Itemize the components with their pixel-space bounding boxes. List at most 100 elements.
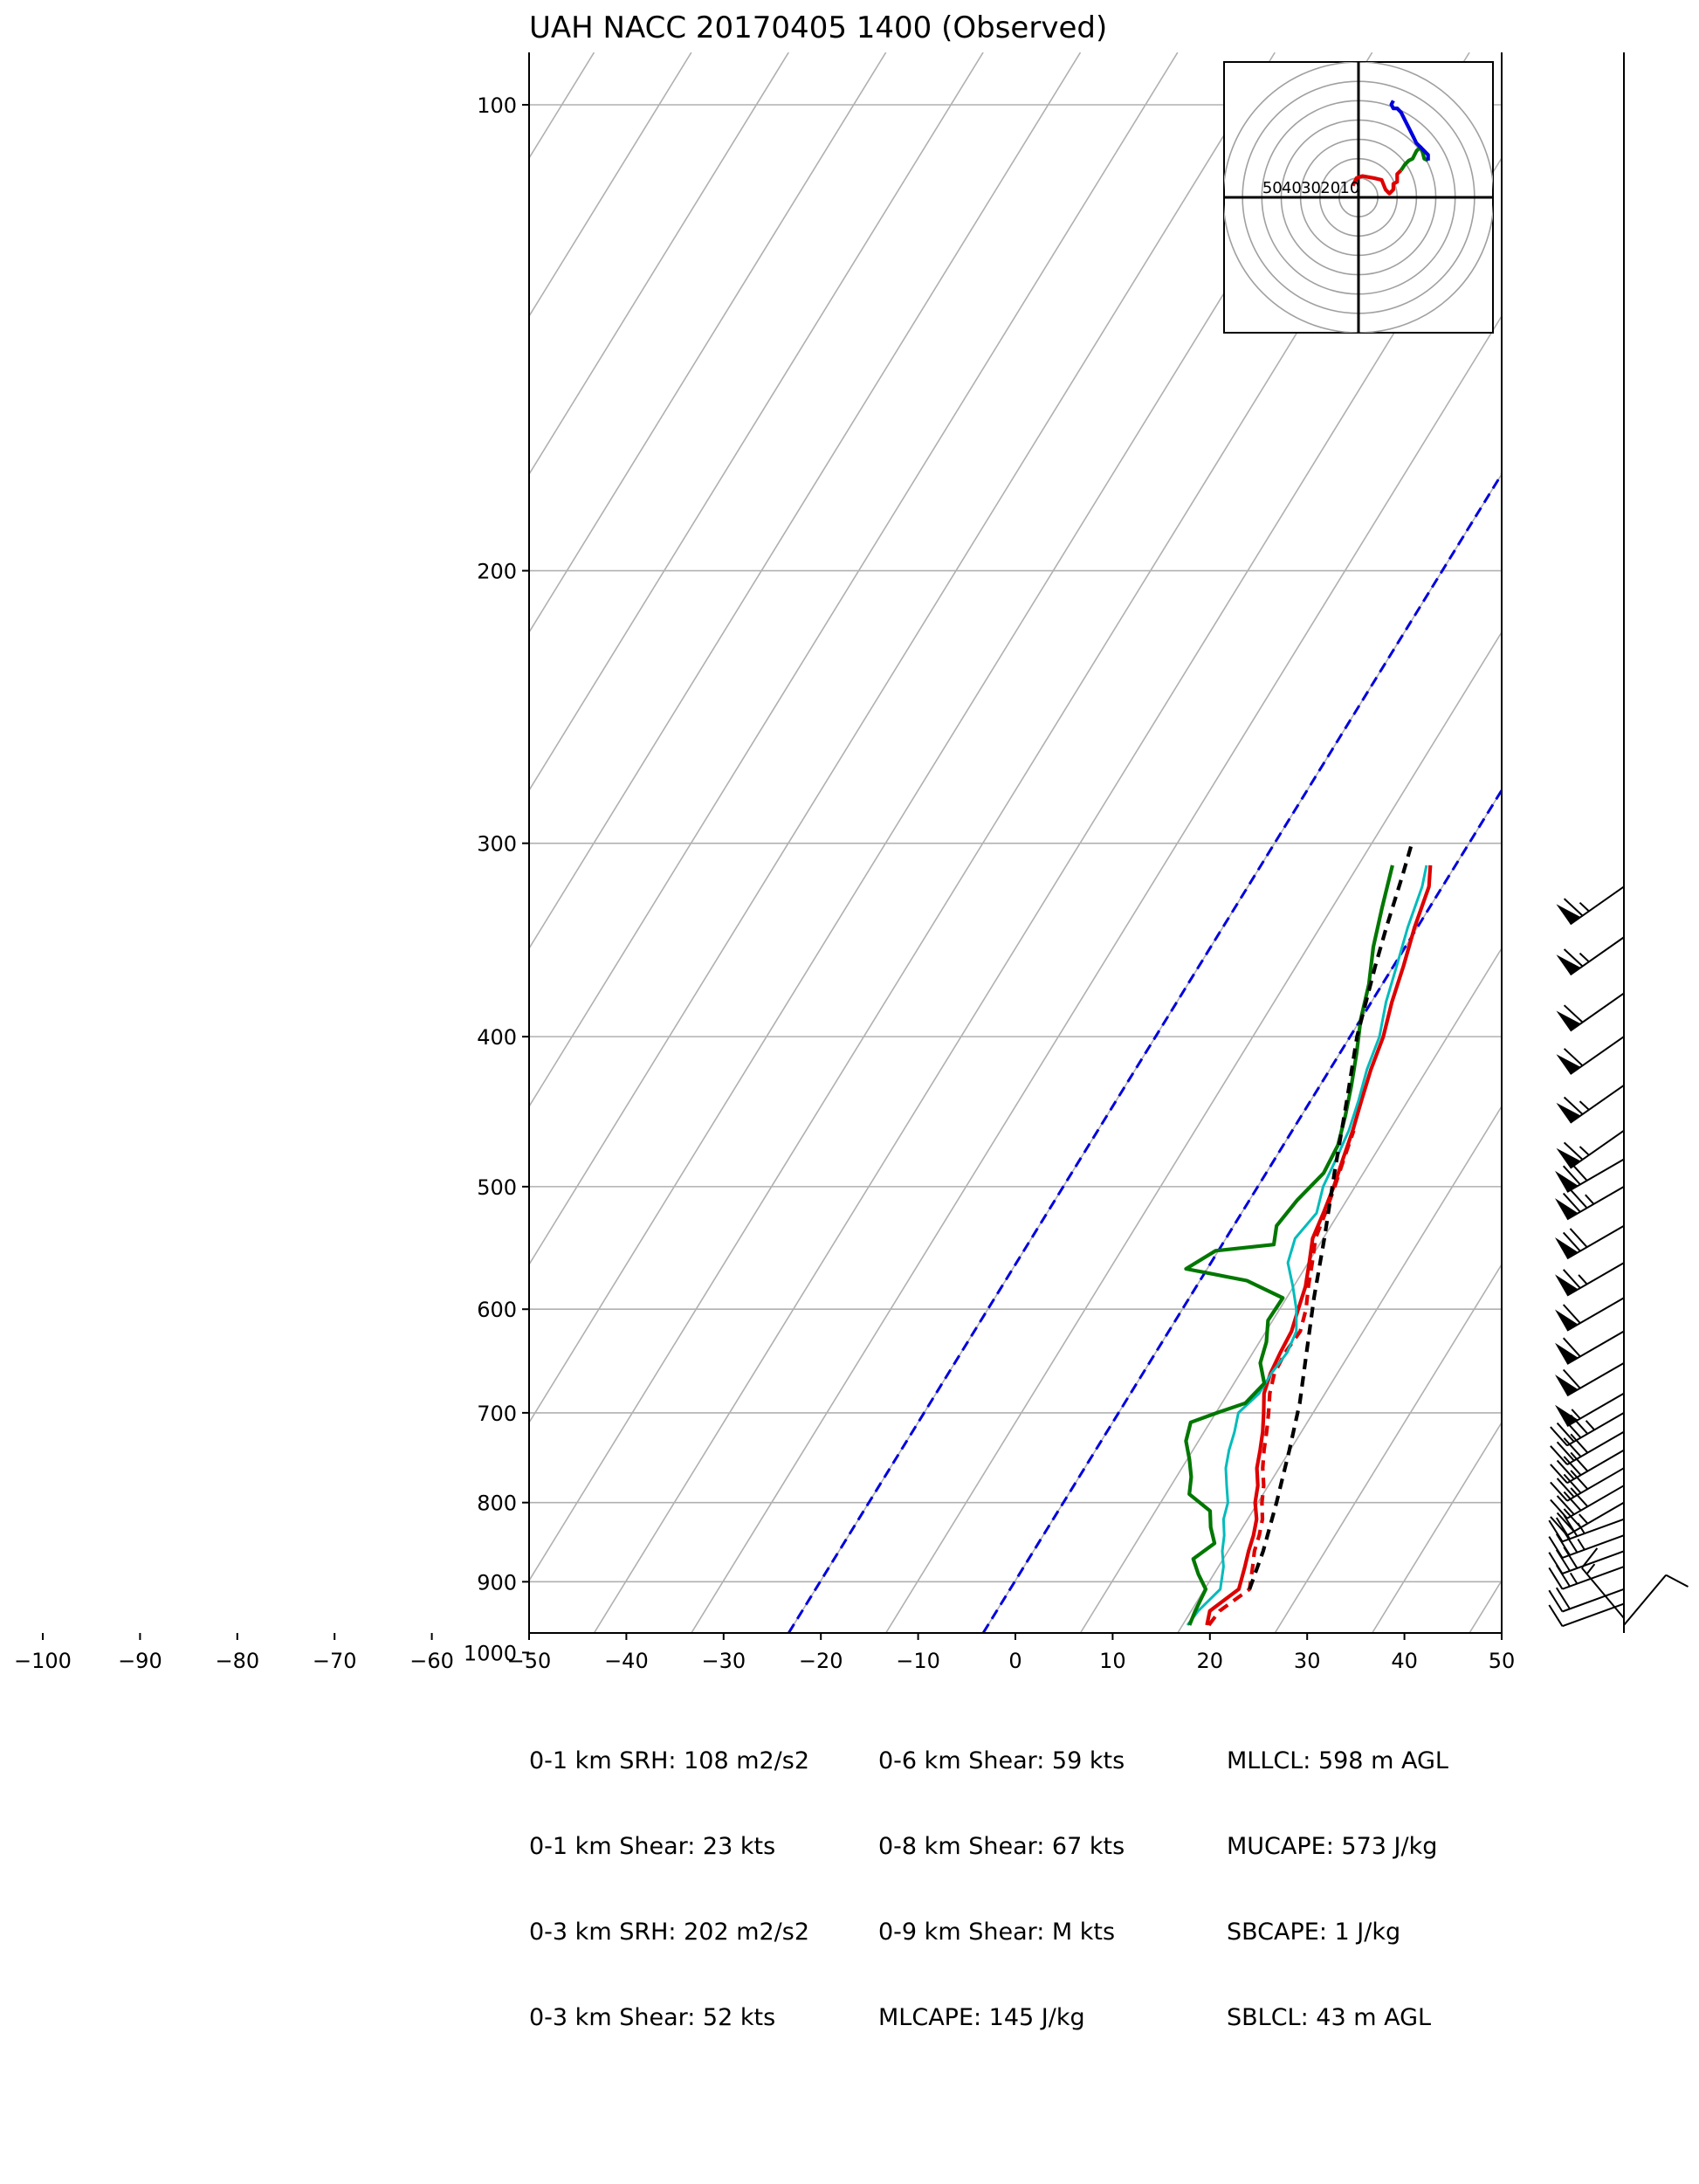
barb-full-flag — [1550, 1426, 1568, 1447]
hodograph-ring-label: 40 — [1282, 179, 1302, 197]
barb-shaft — [1623, 1574, 1667, 1626]
y-tick-label: 500 — [477, 1175, 517, 1200]
barb-full-flag — [1562, 1337, 1581, 1358]
barb-pennant — [1556, 1147, 1581, 1168]
wind-barb — [1556, 992, 1625, 1032]
x-tick-label: 30 — [1294, 1649, 1321, 1673]
dewpoint-line — [1184, 865, 1394, 1626]
barb-full-flag — [1563, 948, 1584, 968]
y-tick-label: 100 — [477, 93, 517, 118]
wind-barb — [1548, 1547, 1625, 1574]
barb-shaft — [1566, 1449, 1625, 1485]
barb-full-flag — [1556, 1459, 1575, 1480]
barb-pennant — [1555, 1374, 1579, 1396]
y-tick-label: 800 — [477, 1492, 517, 1516]
x-tick-label: −30 — [701, 1649, 746, 1673]
y-tick-label: 300 — [477, 832, 517, 857]
barb-pennant — [1555, 1342, 1579, 1364]
hodograph-upper-level-trace — [1389, 100, 1430, 161]
barb-full-flag — [1556, 1495, 1575, 1515]
stat-sblcl: SBLCL: 43 m AGL — [1227, 2003, 1432, 2031]
barb-full-flag — [1563, 1473, 1582, 1494]
wind-barb — [1555, 1262, 1625, 1297]
barb-full-flag — [1548, 1552, 1564, 1574]
barb-pennant — [1556, 904, 1581, 925]
barb-full-flag — [1570, 1487, 1589, 1507]
barb-full-flag — [1569, 1228, 1588, 1248]
isotherm-line — [529, 52, 984, 792]
barb-full-flag — [1665, 1574, 1689, 1588]
parcel-path-line — [1248, 843, 1414, 1590]
hodograph-mid-level-trace — [1399, 145, 1429, 172]
hodograph-ring-label: 20 — [1320, 179, 1340, 197]
hodograph-inset: 50 40 30 20 10 — [1223, 61, 1494, 334]
barb-shaft — [1562, 1588, 1625, 1613]
barb-shaft — [1566, 1412, 1625, 1447]
x-tick-label: −70 — [313, 1649, 357, 1673]
barb-half-flag — [1577, 1538, 1586, 1551]
barb-pennant — [1556, 1102, 1581, 1123]
stat-srh-0-1km: 0-1 km SRH: 108 m2/s2 — [529, 1747, 810, 1775]
stats-column-2: 0-6 km Shear: 59 kts 0-8 km Shear: 67 kt… — [878, 1691, 1125, 2061]
wind-barb — [1548, 1602, 1625, 1628]
x-tick-label: −10 — [896, 1649, 940, 1673]
barb-full-flag — [1548, 1604, 1564, 1627]
barb-full-flag — [1563, 1004, 1584, 1023]
barb-shaft — [1570, 992, 1625, 1032]
x-tick-label: −60 — [409, 1649, 454, 1673]
stat-shear-0-3km: 0-3 km Shear: 52 kts — [529, 2003, 776, 2031]
barb-shaft — [1562, 1518, 1625, 1543]
hodograph-ring-label: 10 — [1339, 179, 1359, 197]
barb-shaft — [1570, 936, 1625, 976]
wind-barb — [1555, 1158, 1625, 1193]
hodograph-ring-label: 50 — [1262, 179, 1283, 197]
y-tick-label: 700 — [477, 1402, 517, 1426]
isotherm-line — [0, 52, 497, 1633]
barb-pennant — [1556, 1010, 1581, 1031]
barb-pennant — [1555, 1274, 1579, 1296]
barb-full-flag — [1563, 1514, 1579, 1537]
x-tick-label: −40 — [604, 1649, 649, 1673]
barb-full-flag — [1550, 1445, 1568, 1465]
barb-full-flag — [1562, 1304, 1581, 1324]
y-tick-label: 200 — [477, 560, 517, 584]
stat-srh-0-3km: 0-3 km SRH: 202 m2/s2 — [529, 1918, 810, 1946]
barb-half-flag — [1578, 1274, 1588, 1285]
isotherm-line — [982, 789, 1502, 1633]
stat-sbcape: SBCAPE: 1 J/kg — [1227, 1918, 1401, 1946]
isotherm-line — [529, 52, 887, 634]
wind-barb — [1550, 1449, 1625, 1485]
wind-barb — [1556, 1036, 1625, 1075]
wind-barb — [1556, 885, 1625, 926]
wind-barb — [1548, 1530, 1625, 1559]
barb-full-flag — [1570, 1433, 1589, 1454]
barb-full-flag — [1581, 1547, 1599, 1569]
y-tick-label: 400 — [477, 1025, 517, 1050]
isotherm-line — [788, 472, 1502, 1633]
barb-half-flag — [1579, 952, 1590, 963]
barb-half-flag — [1585, 1194, 1595, 1205]
x-tick-label: 10 — [1099, 1649, 1126, 1673]
barb-full-flag — [1550, 1481, 1568, 1502]
barb-shaft — [1566, 1501, 1625, 1537]
wind-barb — [1623, 1574, 1689, 1626]
stat-shear-0-1km: 0-1 km Shear: 23 kts — [529, 1832, 776, 1860]
barb-pennant — [1555, 1198, 1579, 1220]
barb-shaft — [1562, 1566, 1625, 1590]
isotherm-line — [1079, 947, 1502, 1633]
barb-half-flag — [1579, 1513, 1589, 1525]
barb-full-flag — [1563, 1096, 1584, 1115]
wind-barb — [1550, 1467, 1625, 1502]
barb-full-flag — [1556, 1478, 1575, 1498]
isotherm-line — [1274, 1263, 1502, 1633]
wind-barb — [1555, 1224, 1625, 1260]
barb-full-flag — [1562, 1231, 1581, 1252]
hodograph-low-level-trace — [1351, 169, 1403, 196]
stats-column-3: MLLCL: 598 m AGL MUCAPE: 573 J/kg SBCAPE… — [1227, 1691, 1448, 2061]
barb-full-flag — [1562, 1368, 1581, 1389]
barb-full-flag — [1563, 1508, 1582, 1528]
barb-pennant — [1555, 1237, 1579, 1259]
y-tick-label: 1000 — [464, 1641, 517, 1665]
wetbulb-line — [1186, 865, 1428, 1626]
wind-barb — [1555, 1392, 1625, 1427]
